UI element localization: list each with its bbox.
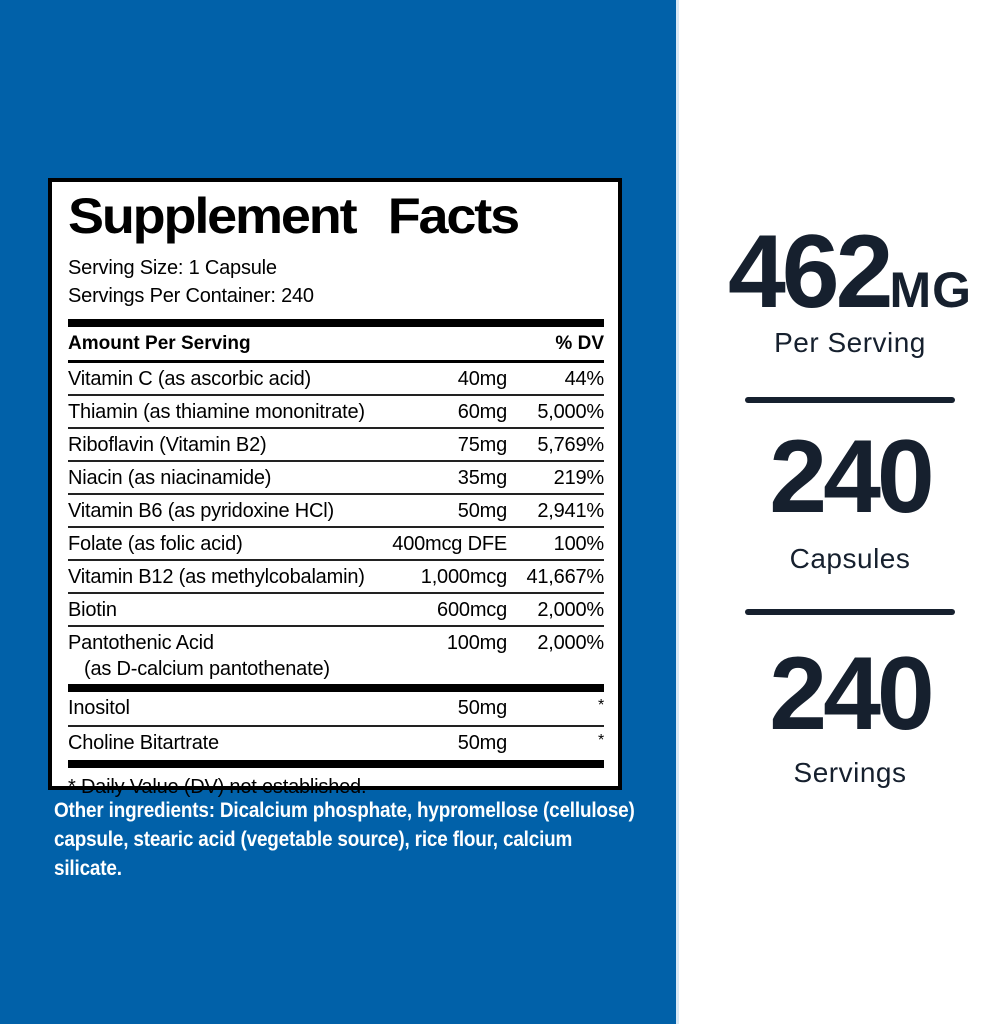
nutrient-name: Choline Bitartrate — [68, 732, 219, 754]
per-serving-amount-number: 462 — [727, 214, 894, 330]
daily-value-footnote: * Daily Value (DV) not established. — [68, 776, 367, 798]
nutrient-amount: 600mcg — [437, 599, 507, 621]
table-row: Biotin 600mcg 2,000% — [68, 592, 604, 625]
nutrient-amount: 35mg — [457, 467, 507, 489]
nutrient-amount: 400mcg DFE — [392, 533, 507, 555]
table-row: Niacin (as niacinamide) 35mg 219% — [68, 460, 604, 493]
stat-divider — [745, 609, 955, 615]
table-row: Pantothenic Acid (as D-calcium pantothena… — [68, 625, 604, 684]
per-serving-amount: 462MG — [702, 220, 997, 324]
supplement-facts-title: Supplement Facts — [68, 188, 520, 244]
serving-size: Serving Size: 1 Capsule — [68, 257, 277, 279]
nutrient-dv: * — [507, 732, 604, 756]
nutrient-name: Vitamin B12 (as methylcobalamin) — [68, 566, 365, 588]
nutrient-dv: 2,000% — [537, 599, 604, 621]
nutrient-dv: 5,769% — [537, 434, 604, 456]
column-header-amount: Amount Per Serving — [68, 333, 251, 354]
supplement-facts-panel: Supplement Facts Serving Size: 1 Capsule… — [48, 178, 622, 798]
nutrient-rows: Vitamin C (as ascorbic acid) 40mg 44% Th… — [68, 363, 604, 684]
nutrient-amount: 40mg — [457, 368, 507, 390]
nutrient-rows-no-dv: Inositol 50mg * Choline Bitartrate 50mg … — [68, 692, 604, 760]
nutrient-name: Thiamin (as thiamine mononitrate) — [68, 401, 365, 423]
capsules-count: 240 — [769, 419, 935, 535]
thick-divider-top — [68, 319, 604, 327]
nutrient-dv: 41,667% — [526, 566, 604, 588]
mg-unit: MG — [889, 262, 973, 318]
column-header-row: Amount Per Serving % DV — [68, 327, 604, 363]
nutrient-amount: 50mg — [457, 500, 507, 522]
stats-column: 462MG Per Serving 240 Capsules 240 Servi… — [682, 0, 997, 1024]
nutrient-dv: 2,000% — [537, 632, 604, 654]
table-row: Riboflavin (Vitamin B2) 75mg 5,769% — [68, 427, 604, 460]
thick-divider-bottom — [68, 760, 604, 768]
table-row: Inositol 50mg * — [68, 692, 604, 725]
nutrient-name: Inositol — [68, 697, 130, 719]
nutrient-name-line2: (as D-calcium pantothenate) — [84, 658, 330, 680]
nutrient-dv: * — [507, 697, 604, 721]
nutrient-name-line1: Pantothenic Acid — [68, 632, 214, 654]
nutrient-amount: 1,000mcg — [420, 566, 507, 588]
nutrient-dv: 2,941% — [537, 500, 604, 522]
table-row: Folate (as folic acid) 400mcg DFE 100% — [68, 526, 604, 559]
nutrient-amount: 75mg — [457, 434, 507, 456]
thick-divider-middle — [68, 684, 604, 692]
nutrient-amount: 50mg — [457, 697, 507, 719]
per-serving-label: Per Serving — [774, 327, 926, 358]
nutrient-dv: 100% — [553, 533, 605, 555]
serving-info: Serving Size: 1 Capsule Servings Per Con… — [68, 254, 604, 310]
stat-divider — [745, 397, 955, 403]
nutrient-amount: 60mg — [457, 401, 507, 423]
table-row: Choline Bitartrate 50mg * — [68, 725, 604, 760]
nutrient-dv: 5,000% — [537, 401, 604, 423]
servings-label: Servings — [793, 757, 907, 788]
servings-count: 240 — [769, 636, 935, 752]
nutrient-name: Vitamin C (as ascorbic acid) — [68, 368, 312, 390]
nutrient-name: Niacin (as niacinamide) — [68, 467, 272, 489]
nutrient-name: Biotin — [68, 599, 117, 621]
table-row: Vitamin B6 (as pyridoxine HCl) 50mg 2,94… — [68, 493, 604, 526]
nutrient-amount: 50mg — [457, 732, 507, 754]
nutrient-amount: 100mg — [446, 632, 507, 654]
other-ingredients: Other ingredients: Dicalcium phosphate, … — [54, 798, 635, 880]
column-header-dv: % DV — [555, 333, 604, 354]
nutrient-dv: 44% — [564, 368, 605, 390]
nutrient-name: Riboflavin (Vitamin B2) — [68, 434, 267, 456]
nutrient-name: Pantothenic Acid (as D-calcium pantothena… — [68, 632, 447, 680]
asterisk: * — [597, 697, 604, 714]
table-row: Thiamin (as thiamine mononitrate) 60mg 5… — [68, 394, 604, 427]
nutrient-name: Vitamin B6 (as pyridoxine HCl) — [68, 500, 334, 522]
nutrient-dv: 219% — [553, 467, 605, 489]
asterisk: * — [597, 732, 604, 749]
table-row: Vitamin B12 (as methylcobalamin) 1,000mc… — [68, 559, 604, 592]
capsules-label: Capsules — [789, 543, 911, 574]
nutrient-name: Folate (as folic acid) — [68, 533, 243, 555]
servings-per-container: Servings Per Container: 240 — [68, 285, 314, 307]
table-row: Vitamin C (as ascorbic acid) 40mg 44% — [68, 363, 604, 394]
